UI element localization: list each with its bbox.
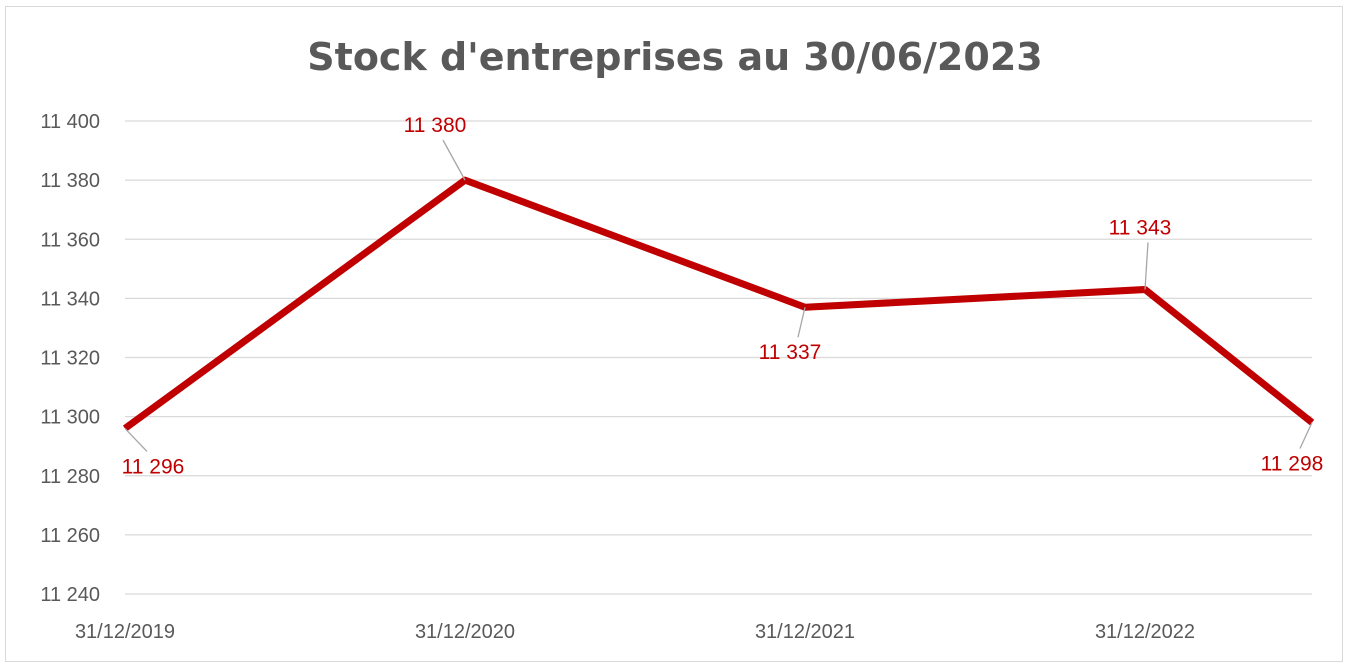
data-label-leader [1144,242,1149,290]
x-tick-label: 31/12/2021 [755,621,855,643]
y-axis-tick-labels: 11 240 11 260 11 280 11 300 11 320 11 340 11 3… [40,111,100,606]
data-label: 11 343 [1109,217,1172,240]
data-label: 11 298 [1261,453,1324,476]
x-tick-label: 31/12/2022 [1095,621,1195,643]
data-labels: 11 296 11 380 11 337 11 343 11 298 [122,114,1324,478]
data-label-leader [442,139,466,181]
y-tick-label: 11 400 [40,111,100,133]
y-tick-label: 11 340 [40,288,100,310]
y-tick-label: 11 260 [40,525,100,547]
y-tick-label: 11 360 [40,229,100,251]
y-tick-label: 11 380 [40,170,100,192]
data-label-leader [797,307,806,338]
data-label: 11 337 [759,341,822,364]
data-label-leader [124,428,148,452]
x-axis-tick-labels: 31/12/2019 31/12/2020 31/12/2021 31/12/2022 [75,621,1195,643]
data-label-leader [1299,422,1313,449]
y-tick-label: 11 300 [40,407,100,429]
y-tick-label: 11 320 [40,348,100,370]
chart-title: Stock d'entreprises au 30/06/2023 [307,35,1042,79]
gridlines [125,120,1312,595]
x-tick-label: 31/12/2020 [415,621,515,643]
y-tick-label: 11 240 [40,584,100,606]
data-label: 11 380 [404,114,467,137]
chart-area [5,6,1343,662]
x-tick-label: 31/12/2019 [75,621,175,643]
y-tick-label: 11 280 [40,466,100,488]
data-label: 11 296 [122,455,185,478]
